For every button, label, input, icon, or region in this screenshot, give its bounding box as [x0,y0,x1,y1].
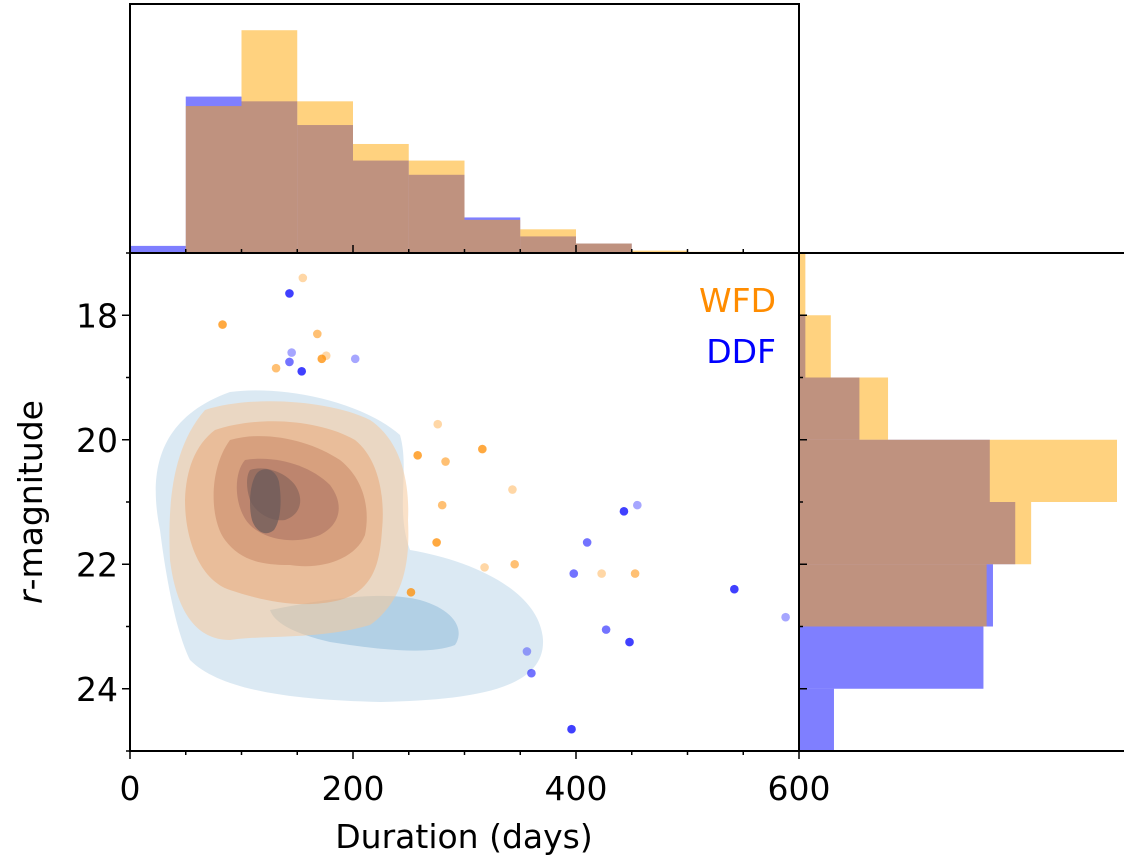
wfd-x-hist-bar [631,250,688,253]
ddf-y-hist-bar [799,626,984,689]
ddf-scatter-point [285,289,294,298]
legend: WFD DDF [699,281,776,371]
wfd-x-hist-bar [241,30,298,253]
ddf-scatter-point [730,584,739,594]
wfd-scatter-point [597,569,606,578]
y-axis-title-italic: r [11,588,50,604]
wfd-y-hist-bar [799,502,1032,565]
wfd-y-hist-bar [799,439,1117,502]
wfd-y-hist-bar [799,564,987,627]
wfd-y-hist-bar [799,253,806,316]
wfd-scatter-point [271,363,281,373]
legend-label-wfd: WFD [699,281,776,320]
wfd-x-hist-bar [576,243,632,253]
ddf-y-hist-bar [799,688,834,751]
wfd-x-hist-bar [520,229,576,253]
wfd-x-hist-bar [408,160,465,253]
ddf-scatter-point [625,637,634,647]
wfd-scatter-point [437,500,447,510]
y-axis-title-rest: -magnitude [11,400,50,590]
ddf-scatter-point [569,569,579,578]
wfd-scatter-point [413,451,422,460]
main-plot: 0 200 400 600 18 20 22 24 [76,252,831,808]
x-axis-title: Duration (days) [335,817,592,856]
wfd-scatter-point [630,569,640,578]
wfd-scatter-point [441,457,450,466]
ddf-scatter-point [567,724,576,734]
wfd-scatter-point [298,273,308,283]
wfd-scatter-point [433,419,443,429]
y-axis-title: r-magnitude [11,400,50,604]
wfd-scatter-point [510,559,519,569]
wfd-x-hist-bar [353,143,409,253]
ddf-scatter-point [527,668,536,678]
wfd-x-hist-bar [185,106,242,253]
wfd-x-hist-bar [297,101,353,253]
wfd-y-hist-bar [799,377,889,440]
y-tick-label: 22 [76,545,118,584]
wfd-scatter-point [321,351,331,361]
wfd-scatter-point [218,320,227,329]
x-tick-label: 0 [120,769,141,808]
x-tick-label: 400 [545,769,608,808]
top-histogram [129,3,800,254]
y-tick-label: 18 [76,296,118,335]
ddf-scatter-point [633,500,642,510]
wfd-kde-contours [169,401,409,640]
x-tick-label: 600 [768,769,831,808]
legend-label-ddf: DDF [706,332,776,371]
wfd-scatter-point [432,538,441,547]
ddf-scatter-point [601,625,611,634]
right-histogram [798,252,1124,752]
ddf-scatter-point [619,507,629,516]
ddf-scatter-point [781,612,790,622]
ddf-scatter-point [285,357,294,367]
wfd-y-hist-bar [799,315,831,378]
wfd-kde-level-6 [250,469,281,534]
wfd-scatter-point [317,354,327,364]
wfd-scatter-point [478,444,487,454]
ddf-scatter-point [522,647,532,656]
ddf-scatter-point [297,366,307,376]
wfd-scatter-point [406,587,416,597]
wfd-scatter-point [480,563,489,572]
ddf-scatter-point [350,354,360,364]
ddf-scatter-point [582,538,592,547]
x-tick-label: 200 [322,769,385,808]
wfd-scatter-point [508,485,517,494]
wfd-scatter-point [313,329,322,339]
ddf-scatter-point [287,348,296,357]
y-tick-label: 20 [76,421,118,460]
ddf-x-hist-bar [130,245,186,253]
wfd-x-hist-bar [464,219,521,253]
y-tick-label: 24 [76,670,118,709]
